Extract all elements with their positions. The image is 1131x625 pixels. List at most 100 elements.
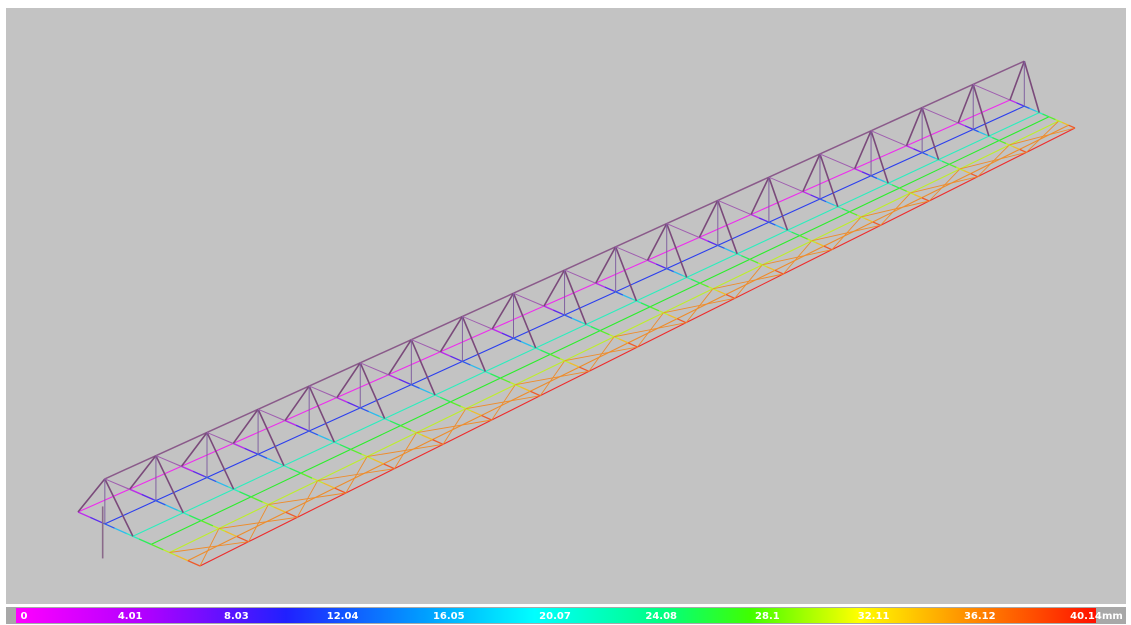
- member: [400, 425, 412, 431]
- member: [823, 221, 874, 247]
- member: [236, 535, 249, 543]
- member: [823, 245, 833, 251]
- member: [717, 290, 727, 296]
- member: [964, 125, 973, 130]
- member: [998, 116, 1050, 142]
- member: [891, 184, 900, 189]
- member: [295, 424, 308, 431]
- member: [690, 278, 701, 284]
- member: [599, 306, 651, 332]
- member: [870, 106, 923, 132]
- member: [819, 175, 872, 200]
- member: [957, 99, 1011, 124]
- member: [462, 292, 514, 318]
- member: [849, 187, 900, 213]
- member: [530, 390, 541, 397]
- member: [571, 317, 582, 323]
- member: [421, 434, 433, 441]
- member: [491, 305, 545, 330]
- member: [614, 246, 638, 302]
- member: [411, 315, 463, 341]
- member: [284, 419, 297, 426]
- member: [491, 292, 515, 330]
- member: [155, 431, 208, 457]
- member: [640, 302, 651, 308]
- member: [432, 439, 444, 445]
- member: [300, 448, 351, 474]
- member: [615, 268, 667, 293]
- legend-label: 0: [21, 611, 28, 622]
- member: [864, 217, 874, 223]
- member: [334, 487, 347, 494]
- member: [712, 264, 763, 290]
- member: [400, 401, 451, 427]
- member: [647, 236, 700, 261]
- member: [663, 288, 714, 314]
- member: [861, 171, 870, 176]
- member: [977, 144, 1010, 177]
- member: [233, 419, 286, 444]
- member: [278, 462, 290, 469]
- member: [513, 314, 565, 339]
- member: [543, 305, 554, 311]
- member: [627, 342, 638, 348]
- member: [963, 169, 971, 175]
- member: [749, 235, 800, 260]
- member: [578, 366, 590, 372]
- member: [129, 488, 142, 495]
- member: [928, 176, 979, 202]
- member: [236, 511, 286, 537]
- member: [248, 504, 269, 542]
- member: [906, 122, 959, 147]
- member: [308, 362, 361, 387]
- member: [799, 234, 808, 240]
- member: [599, 330, 610, 336]
- member: [910, 168, 961, 194]
- member: [500, 377, 511, 384]
- member: [921, 107, 940, 160]
- member: [1009, 99, 1017, 104]
- member: [360, 384, 412, 409]
- member: [588, 336, 615, 372]
- member: [308, 407, 361, 432]
- member: [884, 181, 893, 186]
- member: [345, 468, 395, 494]
- member: [394, 443, 444, 470]
- member: [585, 300, 637, 325]
- member: [273, 506, 286, 513]
- member: [104, 478, 134, 537]
- member: [77, 488, 131, 513]
- member: [388, 351, 441, 376]
- member: [200, 496, 252, 522]
- member: [627, 318, 678, 344]
- member: [762, 240, 812, 266]
- member: [741, 255, 750, 260]
- member: [530, 366, 580, 392]
- member: [181, 465, 194, 472]
- member: [233, 465, 285, 490]
- member: [1012, 145, 1020, 150]
- member: [442, 419, 492, 445]
- member: [520, 341, 532, 347]
- member: [647, 259, 657, 265]
- member: [699, 282, 709, 288]
- member: [180, 431, 208, 467]
- member: [540, 349, 551, 355]
- member: [564, 291, 616, 316]
- member: [434, 371, 486, 396]
- member: [481, 390, 531, 416]
- member: [248, 516, 298, 543]
- member: [768, 198, 821, 223]
- member: [637, 322, 687, 348]
- member: [388, 374, 400, 380]
- member: [667, 314, 678, 320]
- member: [539, 360, 566, 396]
- legend-labels: 0 4.01 8.03 12.04 16.05 20.07 24.08 28.1 32.11 36…: [21, 611, 1102, 622]
- member: [825, 201, 835, 206]
- member: [336, 396, 348, 403]
- member: [649, 282, 701, 308]
- member: [461, 316, 487, 372]
- member: [685, 288, 714, 323]
- member: [699, 258, 750, 284]
